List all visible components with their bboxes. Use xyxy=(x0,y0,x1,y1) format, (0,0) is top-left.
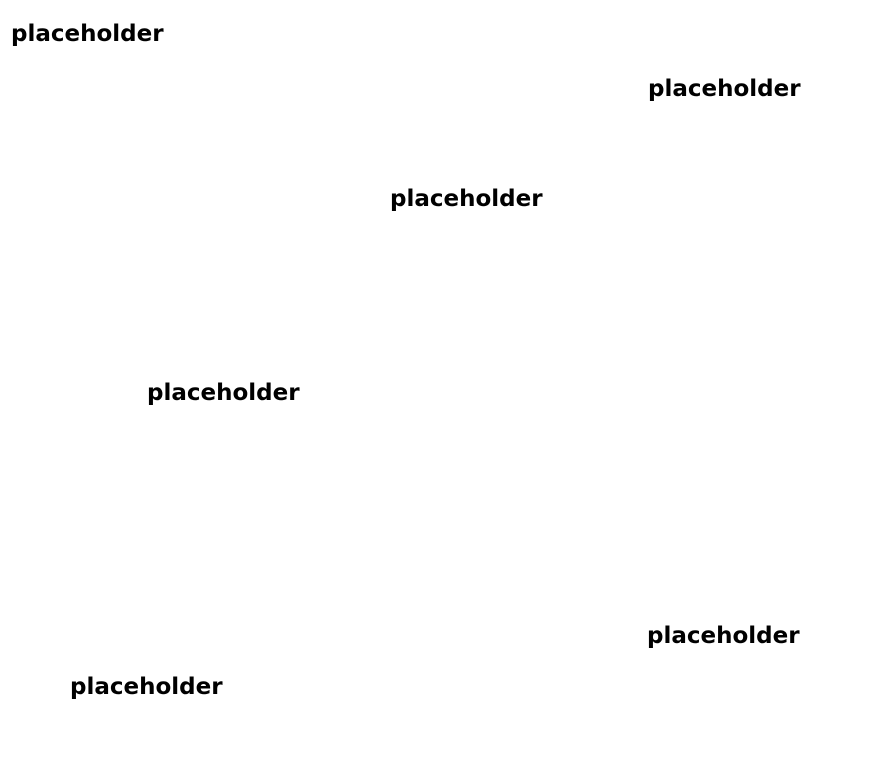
placeholder-label-6: placeholder xyxy=(70,674,223,700)
placeholder-label-1: placeholder xyxy=(11,21,164,47)
placeholder-label-4: placeholder xyxy=(147,380,300,406)
placeholder-label-2: placeholder xyxy=(648,76,801,102)
placeholder-label-3: placeholder xyxy=(390,186,543,212)
placeholder-label-5: placeholder xyxy=(647,623,800,649)
